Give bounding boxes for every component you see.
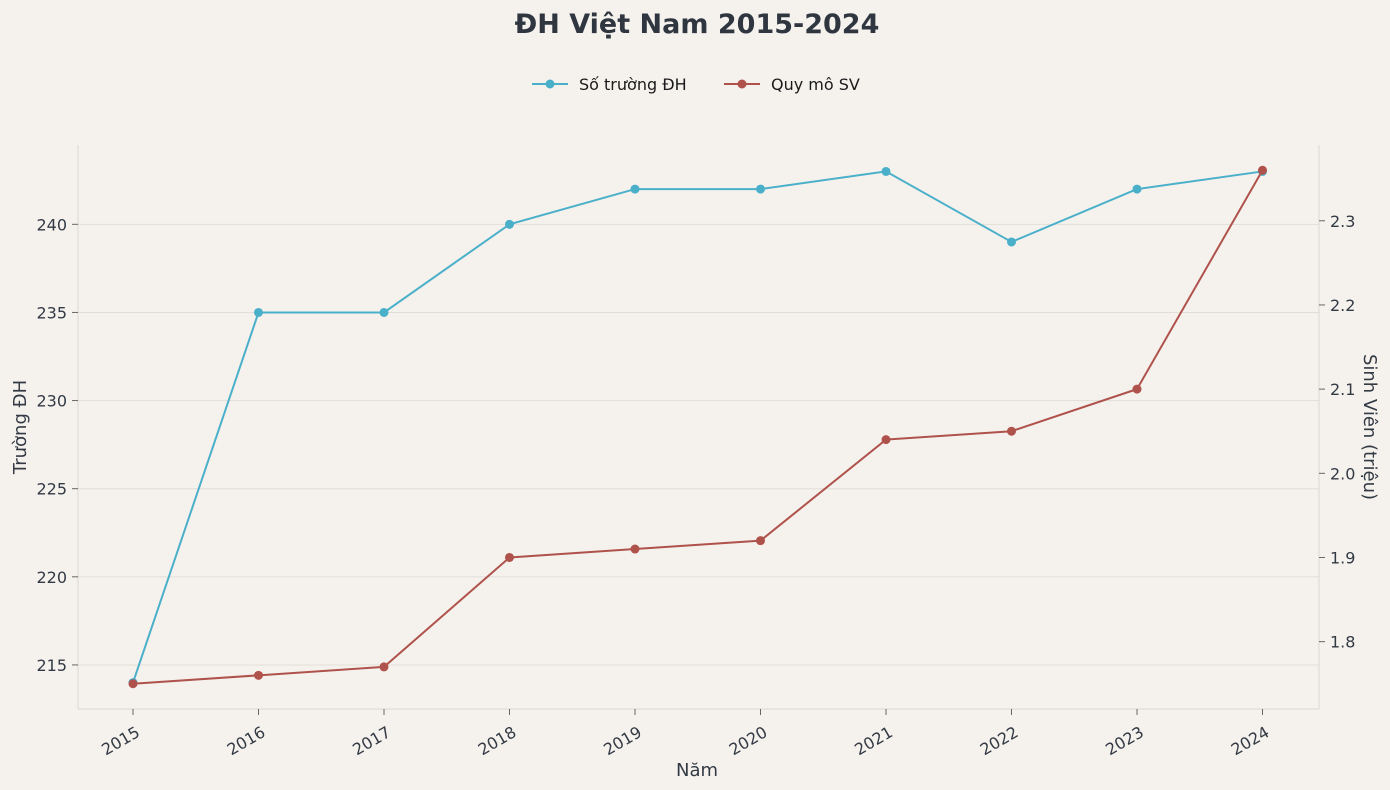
y-axis-left-label: Trường ĐH <box>10 380 31 475</box>
x-axis: 2015 2016 2017 2018 2019 2020 2021 2022 2023 2024 <box>98 709 1273 759</box>
data-point <box>254 307 263 317</box>
y-axis-right-label: Sinh Viên (triệu) <box>1359 354 1380 500</box>
data-point <box>379 307 389 317</box>
legend-label: Số trường ĐH <box>579 75 687 94</box>
y-left-tick-label: 235 <box>36 303 67 322</box>
y-axis-left: 215 220 225 230 235 240 <box>36 215 78 675</box>
y-right-tick-label: 2.3 <box>1330 212 1355 231</box>
series-line <box>132 169 1264 685</box>
data-point <box>128 679 138 689</box>
data-point <box>505 219 514 229</box>
data-point <box>505 552 514 562</box>
legend: Số trường ĐH Quy mô SV <box>532 75 860 94</box>
y-right-tick-label: 2.2 <box>1330 296 1355 315</box>
chart-title: ĐH Việt Nam 2015-2024 <box>515 9 880 40</box>
x-tick-label: 2020 <box>726 722 771 759</box>
y-left-tick-label: 240 <box>36 215 67 234</box>
x-tick-label: 2024 <box>1228 722 1273 759</box>
data-point <box>630 544 640 554</box>
y-left-tick-label: 225 <box>36 480 67 499</box>
data-point <box>1007 237 1016 247</box>
data-point <box>1258 165 1267 175</box>
series-2 <box>128 165 1267 689</box>
data-point <box>756 184 765 194</box>
x-tick-label: 2016 <box>224 722 269 759</box>
data-point <box>1007 426 1016 436</box>
x-axis-label: Năm <box>676 760 718 781</box>
series-1 <box>128 166 1267 688</box>
series-layer <box>128 165 1267 689</box>
grid-lines <box>78 223 1319 666</box>
data-point <box>630 184 640 194</box>
y-left-tick-label: 215 <box>36 656 67 675</box>
x-tick-label: 2019 <box>600 722 645 759</box>
x-tick-label: 2015 <box>98 722 143 759</box>
y-right-tick-label: 1.9 <box>1330 548 1355 567</box>
data-point <box>1132 384 1142 394</box>
y-right-tick-label: 1.8 <box>1330 633 1355 652</box>
x-tick-label: 2022 <box>977 722 1022 759</box>
y-right-tick-label: 2.1 <box>1330 380 1355 399</box>
legend-swatch-marker <box>545 79 555 89</box>
data-point <box>379 662 389 672</box>
data-point <box>881 435 891 445</box>
axis-spines <box>77 145 1320 710</box>
data-point <box>881 166 891 176</box>
legend-swatch-marker <box>737 79 747 89</box>
y-right-tick-label: 2.0 <box>1330 464 1355 483</box>
legend-item: Quy mô SV <box>724 75 860 94</box>
y-left-tick-label: 230 <box>36 392 67 411</box>
x-tick-label: 2021 <box>851 722 896 759</box>
x-tick-label: 2018 <box>475 722 520 759</box>
legend-label: Quy mô SV <box>771 75 860 94</box>
x-tick-label: 2023 <box>1102 722 1147 759</box>
data-point <box>1132 184 1142 194</box>
data-point <box>756 536 765 546</box>
y-axis-right: 1.8 1.9 2.0 2.1 2.2 2.3 <box>1319 212 1355 652</box>
x-tick-label: 2017 <box>349 722 394 759</box>
series-line <box>132 170 1263 683</box>
y-left-tick-label: 220 <box>36 568 67 587</box>
legend-item: Số trường ĐH <box>532 75 687 94</box>
data-point <box>254 670 263 680</box>
